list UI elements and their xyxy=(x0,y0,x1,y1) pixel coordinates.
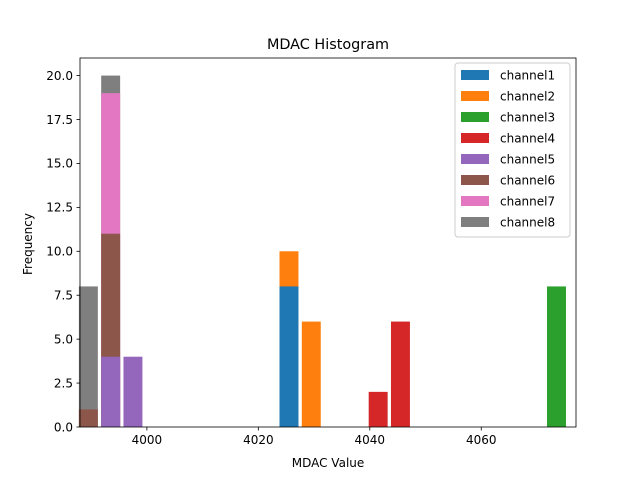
y-tick-label: 20.0 xyxy=(46,69,73,83)
bar-channel5-1 xyxy=(123,356,143,427)
y-tick-label: 0.0 xyxy=(54,420,73,434)
bar-channel5-0 xyxy=(101,356,121,427)
y-tick-label: 10.0 xyxy=(46,245,73,259)
legend-box xyxy=(454,62,571,238)
y-tick-label: 15.0 xyxy=(46,157,73,171)
legend-swatch-channel2 xyxy=(461,91,489,101)
x-tick-label: 4020 xyxy=(243,433,274,447)
legend-label-channel6: channel6 xyxy=(500,174,555,188)
legend-swatch-channel1 xyxy=(461,70,489,80)
legend: channel1 channel2 channel3 channel4 channel5… xyxy=(454,62,571,238)
bar-channel8-0 xyxy=(78,286,98,427)
bar-channel4-0 xyxy=(368,391,388,427)
x-tick-label: 4040 xyxy=(355,433,386,447)
legend-swatch-channel3 xyxy=(461,112,489,122)
y-axis-label: Frequency xyxy=(21,213,35,275)
legend-label-channel3: channel3 xyxy=(500,111,555,125)
bar-channel4-1 xyxy=(390,321,410,427)
legend-label-channel5: channel5 xyxy=(500,153,555,167)
bar-channel2-1 xyxy=(301,321,321,427)
y-tick-label: 5.0 xyxy=(54,332,73,346)
x-tick-label: 4060 xyxy=(466,433,497,447)
y-tick-label: 2.5 xyxy=(54,376,73,390)
legend-label-channel7: channel7 xyxy=(500,195,555,209)
legend-label-channel2: channel2 xyxy=(500,90,555,104)
legend-swatch-channel7 xyxy=(461,196,489,206)
chart-title: MDAC Histogram xyxy=(267,37,389,53)
y-tick-label: 12.5 xyxy=(46,201,73,215)
plot-frame xyxy=(79,57,577,428)
bars-layer xyxy=(78,75,566,427)
bar-channel6-0 xyxy=(78,409,98,427)
legend-label-channel4: channel4 xyxy=(500,132,555,146)
x-tick-label: 4000 xyxy=(132,433,163,447)
bar-channel1-0 xyxy=(279,286,299,427)
legend-label-channel1: channel1 xyxy=(500,69,555,83)
legend-swatch-channel6 xyxy=(461,175,489,185)
legend-swatch-channel5 xyxy=(461,154,489,164)
x-axis-label: MDAC Value xyxy=(292,456,365,470)
axes-layer: 4000 4020 4040 4060 0.0 2.5 5.0 7.5 10.0 12.5 15.0… xyxy=(46,57,577,447)
bar-channel3-0 xyxy=(547,286,566,427)
legend-label-channel8: channel8 xyxy=(500,216,555,230)
legend-swatch-channel4 xyxy=(461,133,489,143)
y-tick-label: 17.5 xyxy=(46,113,73,127)
y-tick-label: 7.5 xyxy=(54,289,73,303)
legend-swatch-channel8 xyxy=(461,217,489,227)
